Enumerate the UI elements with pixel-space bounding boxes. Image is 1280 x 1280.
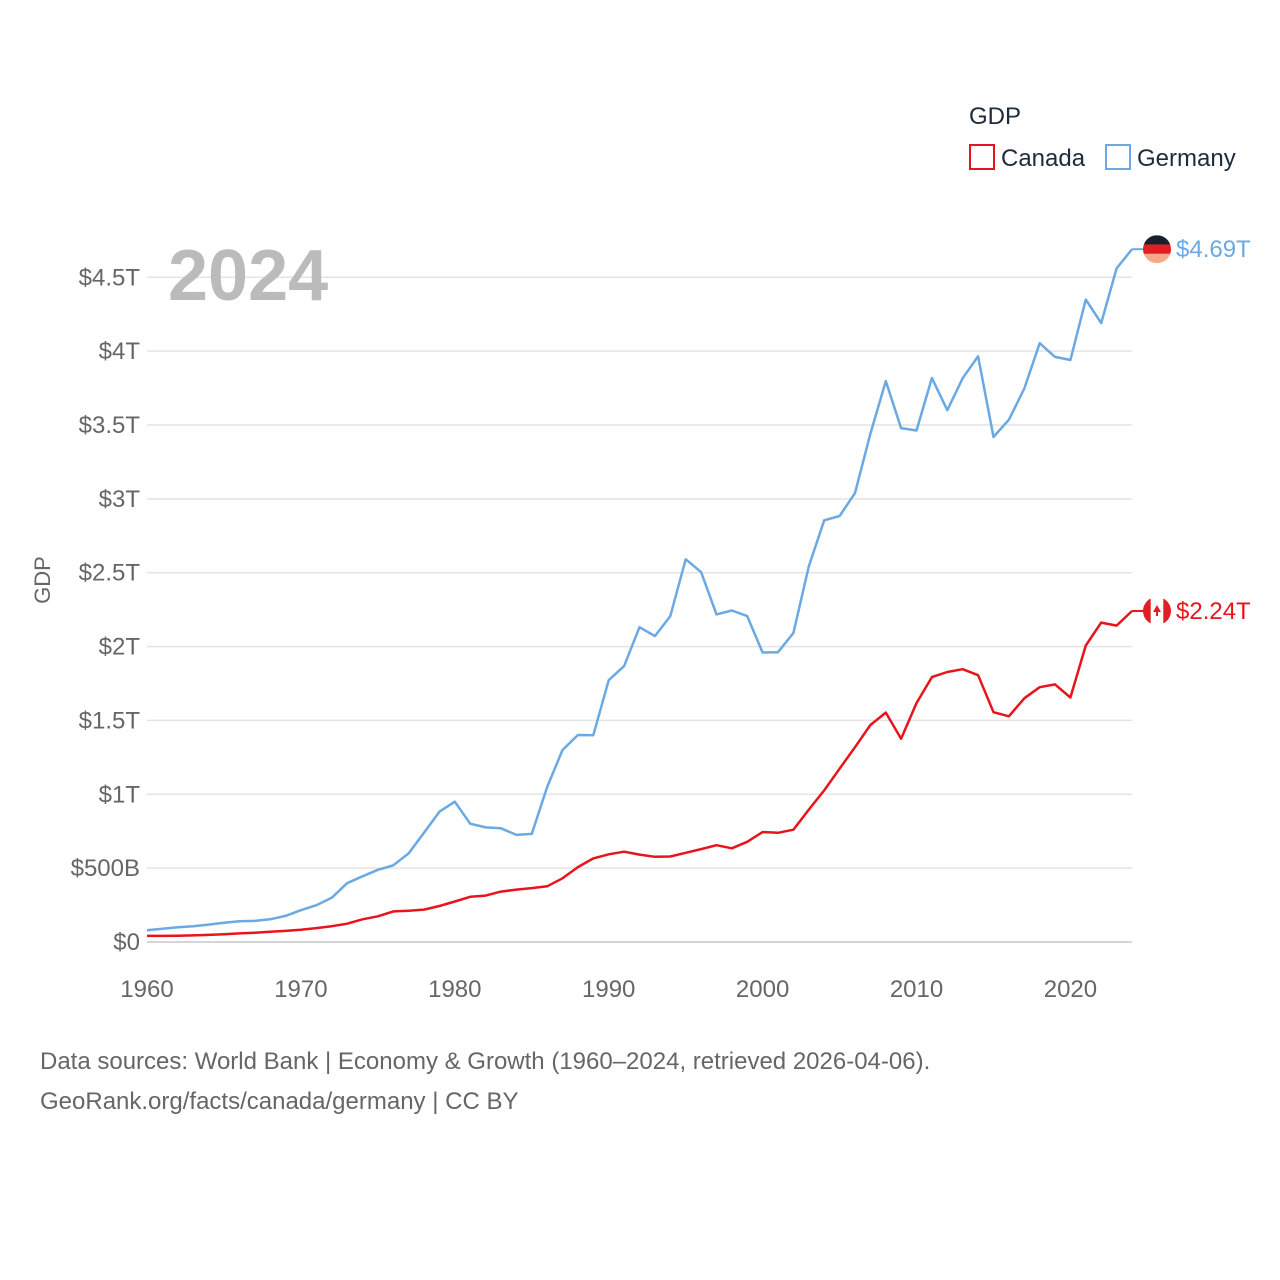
footer-sources: Data sources: World Bank | Economy & Gro… [40,1048,931,1075]
legend-label-canada[interactable]: Canada [1001,145,1086,172]
y-tick-label: $4.5T [79,264,141,291]
y-tick-label: $4T [99,338,141,365]
year-label: 2024 [168,236,328,316]
footer: Data sources: World Bank | Economy & Gro… [40,1042,1240,1122]
x-tick-label: 1960 [120,976,173,1003]
series-line-canada[interactable] [147,610,1133,938]
y-tick-label: $2.5T [79,560,141,587]
footer-attribution: GeoRank.org/facts/canada/germany | CC BY [40,1088,519,1115]
legend-title: GDP [969,103,1021,130]
y-tick-label: $3T [99,486,141,513]
x-tick-label: 1990 [582,976,635,1003]
series-end-markers: $2.24T $4.69T [1132,235,1251,625]
y-tick-label: $2T [99,634,141,661]
end-value-label-canada: $2.24T [1176,598,1251,625]
x-tick-label: 1980 [428,976,481,1003]
gdp-line-chart: $0$500B$1T$1.5T$2T$2.5T$3T$3.5T$4T$4.5T … [30,103,1251,1003]
end-value-label-germany: $4.69T [1176,236,1251,263]
y-tick-label: $1.5T [79,707,141,734]
x-tick-label: 2020 [1044,976,1097,1003]
series-lines [146,248,1133,938]
legend-swatch-canada[interactable] [969,144,995,170]
canada-flag-icon [1143,596,1171,625]
x-tick-label: 2000 [736,976,789,1003]
germany-flag-icon [1143,235,1171,264]
x-axis-ticks: 1960 1970 1980 1990 2000 2010 2020 [120,976,1097,1003]
x-tick-label: 2010 [890,976,943,1003]
legend-label-germany[interactable]: Germany [1137,145,1236,172]
y-tick-label: $500B [71,855,140,882]
x-tick-label: 1970 [274,976,327,1003]
y-axis-ticks: $0 $500B $1T $1.5T $2T $2.5T $3T $3.5T $4T $4.5T [71,264,141,956]
y-tick-label: $1T [99,781,141,808]
legend: GDP Canada Germany [969,103,1236,172]
gridlines [147,276,1132,943]
legend-swatch-germany[interactable] [1105,144,1131,170]
y-tick-label: $3.5T [79,412,141,439]
y-axis-label: GDP [30,556,55,604]
y-tick-label: $0 [113,929,140,956]
series-line-germany[interactable] [146,248,1133,932]
